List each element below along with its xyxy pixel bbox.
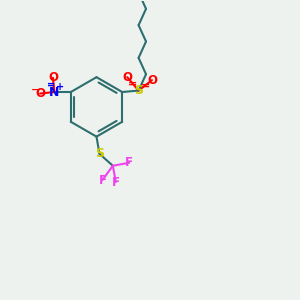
Text: +: + <box>56 82 64 92</box>
Text: =: = <box>141 80 150 90</box>
Text: S: S <box>134 84 143 97</box>
Text: O: O <box>35 87 45 100</box>
Text: N: N <box>49 85 60 98</box>
Text: O: O <box>147 74 157 87</box>
Text: S: S <box>95 147 104 161</box>
Text: −: − <box>31 85 40 95</box>
Text: F: F <box>125 156 133 169</box>
Text: O: O <box>48 71 58 84</box>
Text: F: F <box>112 176 120 189</box>
Text: F: F <box>98 173 106 187</box>
Text: O: O <box>122 71 132 84</box>
Text: =: = <box>128 79 138 89</box>
Text: =: = <box>47 80 56 90</box>
